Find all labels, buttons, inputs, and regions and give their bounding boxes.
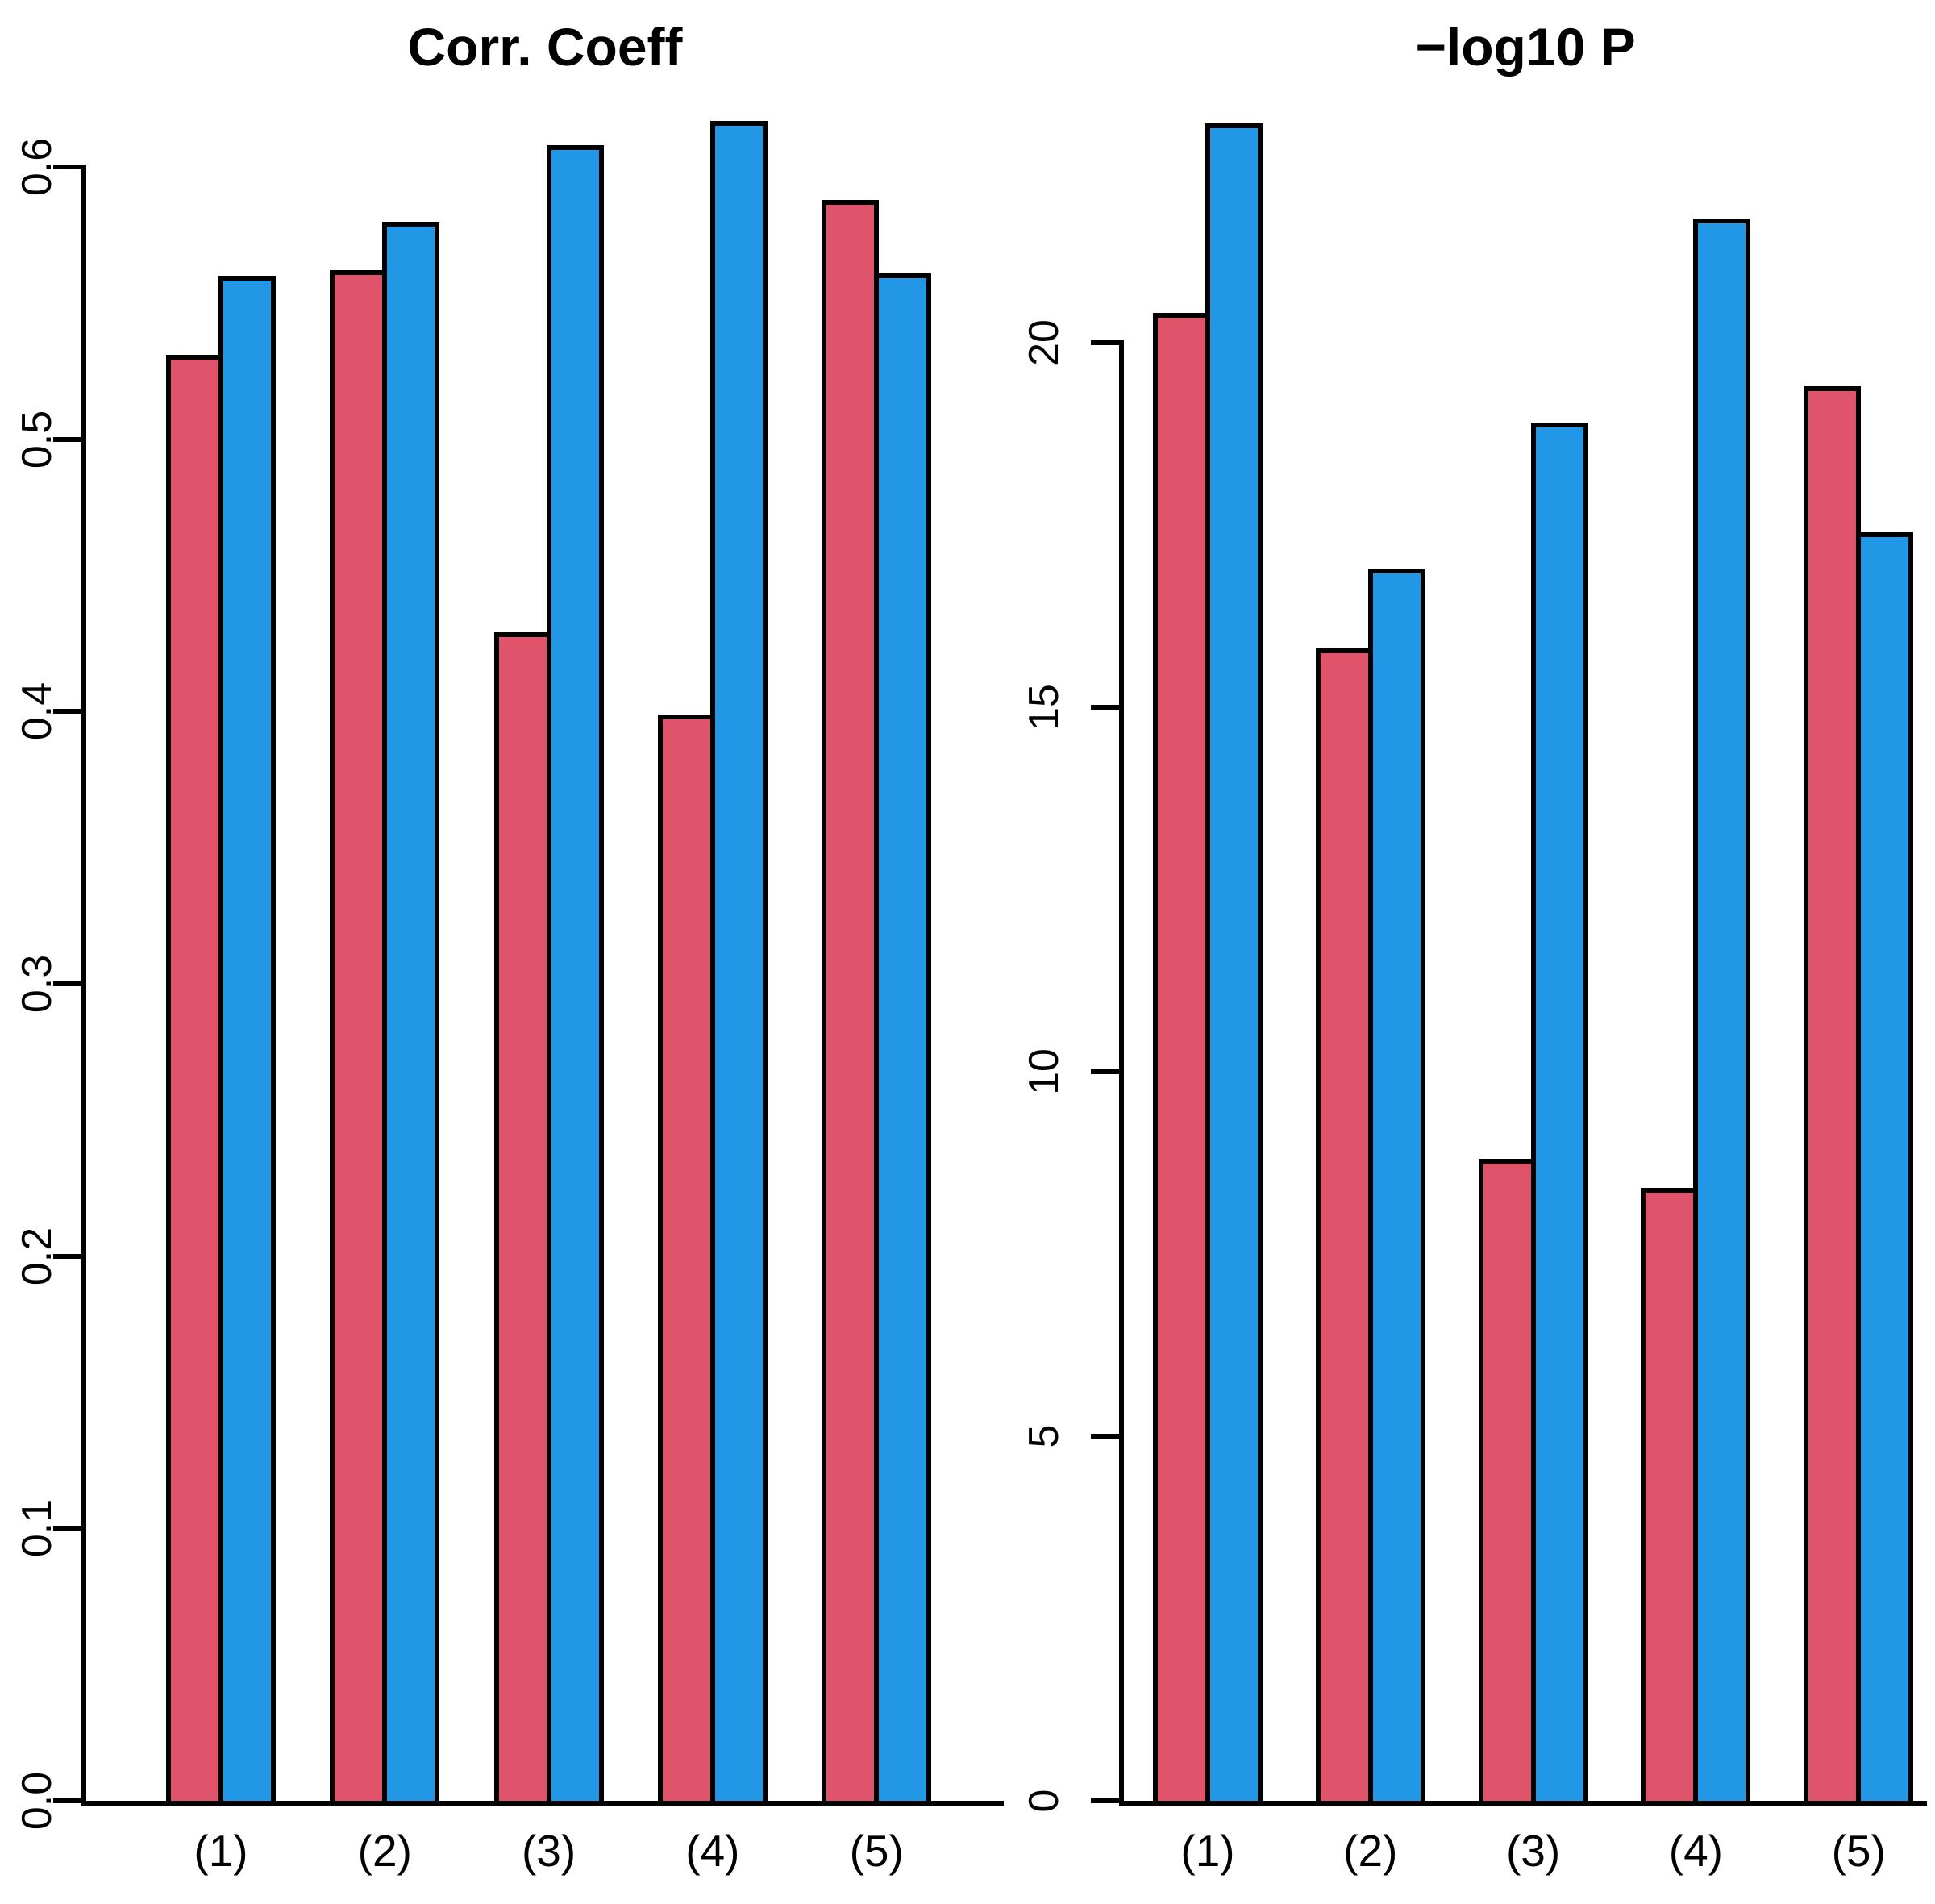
bar-red-(2) <box>1315 648 1373 1806</box>
y-tick-label: 0.4 <box>14 682 60 741</box>
y-tick <box>53 1253 81 1259</box>
y-tick-label: 10 <box>1021 1048 1067 1095</box>
y-tick <box>53 436 81 442</box>
y-tick-label: 0.2 <box>14 1227 60 1285</box>
bar-blue-(1) <box>1205 123 1263 1806</box>
panel-title-log10p: −log10 P <box>1415 17 1636 77</box>
y-tick <box>53 1798 81 1803</box>
y-tick-label: 20 <box>1021 319 1067 366</box>
y-tick-label: 15 <box>1021 683 1067 731</box>
bar-red-(1) <box>166 355 223 1806</box>
x-category-label: (3) <box>521 1826 576 1876</box>
y-tick <box>53 165 81 170</box>
bar-red-(4) <box>657 714 715 1806</box>
y-tick-label: 0.1 <box>14 1499 60 1558</box>
y-tick <box>1091 340 1119 345</box>
y-tick-label: 5 <box>1021 1424 1067 1448</box>
x-category-label: (4) <box>1668 1826 1724 1876</box>
y-axis-line <box>1119 340 1124 1806</box>
bar-blue-(3) <box>546 145 604 1806</box>
y-tick-label: 0.5 <box>14 410 60 469</box>
y-tick <box>1091 1798 1119 1803</box>
y-tick <box>53 981 81 987</box>
y-tick-label: 0.6 <box>14 137 60 197</box>
y-tick <box>1091 1069 1119 1074</box>
bar-blue-(2) <box>382 221 440 1806</box>
x-category-label: (1) <box>194 1826 248 1876</box>
y-tick-label: 0 <box>1021 1789 1067 1813</box>
x-category-label: (4) <box>685 1826 740 1876</box>
bar-red-(4) <box>1641 1188 1699 1806</box>
bar-red-(5) <box>1804 385 1862 1806</box>
y-tick <box>1091 704 1119 710</box>
bar-blue-(2) <box>1367 568 1425 1806</box>
y-tick-label: 0.0 <box>14 1771 60 1831</box>
bar-red-(2) <box>330 270 388 1806</box>
bar-blue-(1) <box>218 276 276 1806</box>
bar-red-(3) <box>1478 1159 1536 1806</box>
bar-red-(3) <box>493 632 551 1806</box>
y-tick-label: 0.3 <box>14 954 60 1014</box>
y-tick <box>53 1526 81 1531</box>
x-category-label: (2) <box>1343 1826 1398 1876</box>
y-tick <box>53 709 81 715</box>
y-tick <box>1091 1433 1119 1439</box>
panel-title-corr-coeff: Corr. Coeff <box>407 17 683 77</box>
x-category-label: (1) <box>1180 1826 1235 1876</box>
bar-blue-(5) <box>1856 531 1914 1806</box>
bar-red-(5) <box>822 199 880 1806</box>
x-category-label: (5) <box>849 1826 904 1876</box>
x-category-label: (3) <box>1505 1826 1561 1876</box>
x-category-label: (5) <box>1831 1826 1886 1876</box>
bar-blue-(3) <box>1530 422 1588 1806</box>
bar-blue-(5) <box>874 273 932 1806</box>
y-axis-line <box>81 165 86 1806</box>
bar-red-(1) <box>1153 313 1210 1806</box>
x-category-label: (2) <box>357 1826 412 1876</box>
bar-blue-(4) <box>1693 218 1751 1806</box>
bar-blue-(4) <box>710 120 768 1806</box>
